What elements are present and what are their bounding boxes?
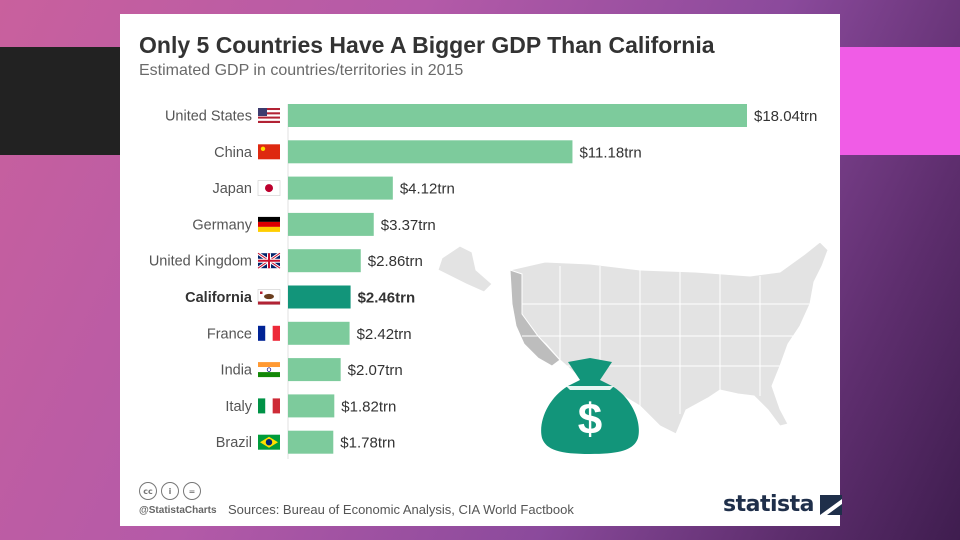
value-label: $2.07trn [348,362,403,379]
value-label: $4.12trn [400,181,455,198]
bar [288,249,361,273]
category-label: United States [165,109,252,125]
france-flag-icon [258,325,280,341]
sources-note: Sources: Bureau of Economic Analysis, CI… [228,502,574,517]
bar [288,321,350,345]
california-shape [509,269,561,367]
decorative-dark-block [0,47,125,155]
no-derivatives-icon: = [183,482,201,500]
bar [288,358,341,382]
category-label: China [214,145,253,161]
brazil-flag-icon [258,434,280,450]
money-bag-dollar-sign: $ [578,395,602,444]
license-icons: cc i = [139,482,201,500]
statista-logo: statista [723,492,842,517]
alaska-shape [437,245,493,293]
category-label: France [207,326,252,342]
uk-flag-icon [257,251,281,270]
italy-flag-icon [258,398,280,414]
value-label: $1.78trn [340,435,395,452]
social-handle: @StatistaCharts [139,505,217,516]
germany-flag-icon [258,216,280,232]
value-label: $11.18trn [579,144,641,161]
value-label: $3.37trn [381,217,436,234]
bar [288,394,335,418]
category-label: India [221,363,253,379]
category-label: Brazil [216,435,252,451]
bar [288,140,573,164]
chart-subtitle: Estimated GDP in countries/territories i… [139,62,464,79]
bar-highlight [288,285,351,309]
bar [288,176,393,200]
value-label: $2.46trn [358,290,416,307]
value-label: $2.42trn [357,326,412,343]
bar-chart: $ United States $18.04trn China $11.18trn Ja… [149,104,829,459]
china-flag-icon [258,144,280,160]
chart-card: $ United States $18.04trn China $11.18trn Ja… [120,14,842,526]
category-label: United Kingdom [149,254,252,270]
statista-logo-icon [819,494,842,515]
attribution-icon: i [161,482,179,500]
california-flag-icon [257,289,281,305]
bar [288,212,374,236]
chart-title: Only 5 Countries Have A Bigger GDP Than … [139,32,715,58]
category-label: Italy [225,399,252,415]
us-flag-icon [258,108,280,123]
bar [288,430,334,454]
japan-flag-icon [257,180,281,196]
bar [288,104,747,127]
category-label: Japan [212,181,252,197]
category-label: Germany [192,217,252,233]
decorative-pink-block [835,47,960,155]
value-label: $18.04trn [754,108,817,125]
cc-icon: cc [139,482,157,500]
us-map-illustration [437,241,829,435]
category-label: California [185,290,253,306]
india-flag-icon [258,362,280,378]
value-label: $2.86trn [368,253,423,270]
money-bag-icon: $ [541,358,639,454]
statista-wordmark: statista [723,492,814,517]
value-label: $1.82trn [341,398,396,415]
